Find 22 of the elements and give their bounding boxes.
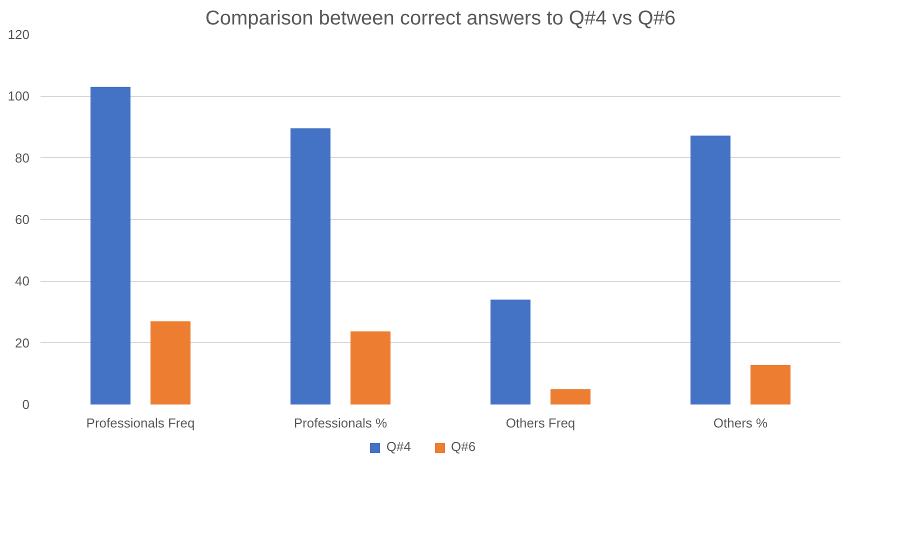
x-tick-label: Professionals Freq [86,416,195,430]
y-tick-label: 80 [15,150,30,166]
y-tick-label: 20 [15,335,30,350]
bar [750,365,790,404]
bar [690,136,730,404]
bar [350,331,390,404]
bar [490,300,530,404]
x-tick-label: Others Freq [506,416,576,430]
bar [550,389,590,404]
y-tick-label: 100 [8,88,30,104]
bar [150,321,190,404]
y-tick-label: 60 [15,212,30,227]
y-tick-label: 0 [22,397,30,412]
legend-label: Q#4 [386,439,411,454]
chart-title: Comparison between correct answers to Q#4 vs Q#6 [205,8,676,30]
y-tick-label: 40 [15,274,30,289]
y-tick-label: 120 [8,27,30,42]
x-tick-label: Others % [713,416,768,430]
bar [90,86,130,404]
bar [290,128,330,404]
legend-label: Q#6 [451,439,476,454]
x-tick-label: Professionals % [294,416,388,430]
